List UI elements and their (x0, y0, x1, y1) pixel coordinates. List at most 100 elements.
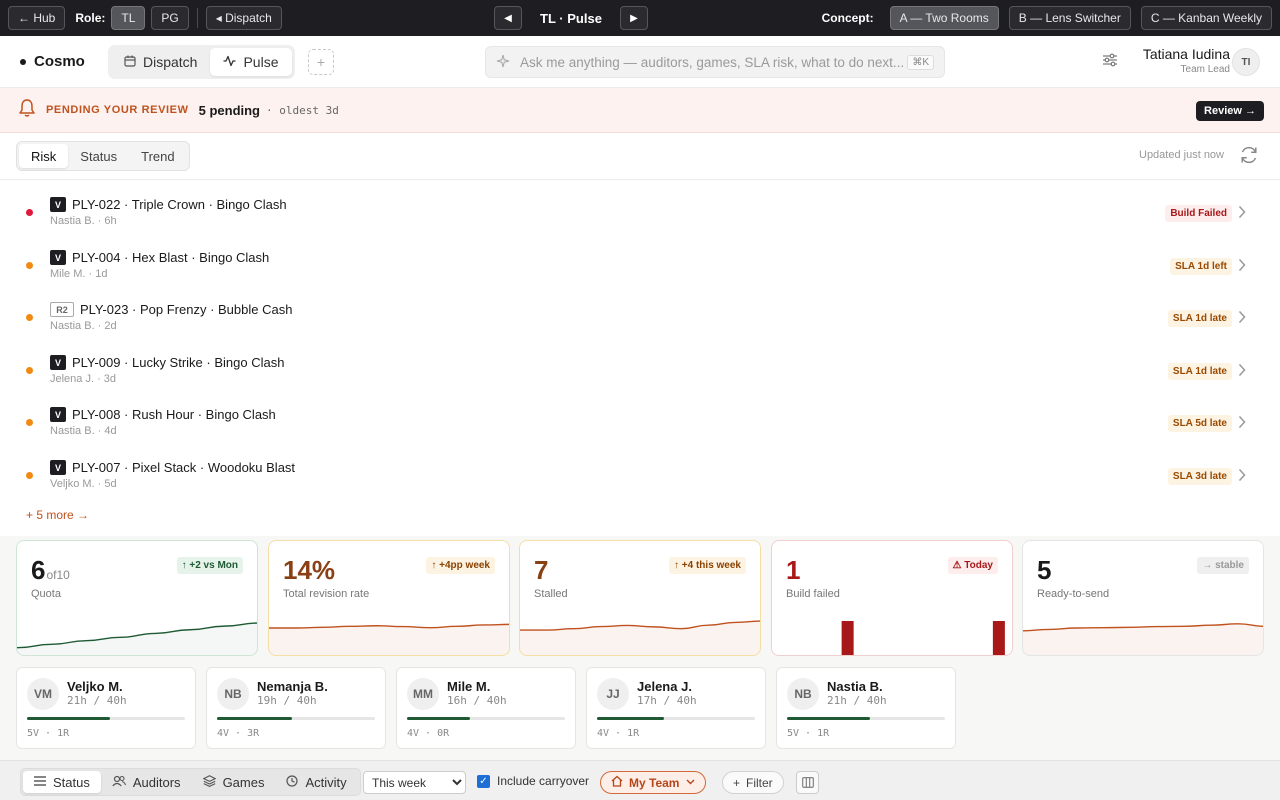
auditor-card[interactable]: NB Nemanja B. 19h / 40h 4V · 3R (206, 667, 386, 749)
concept-a-button[interactable]: A — Two Rooms (889, 6, 999, 30)
auditor-name: Jelena J. (637, 679, 692, 694)
kpi-delta-badge: → stable (1197, 557, 1249, 574)
columns-icon[interactable] (796, 771, 819, 794)
severity-dot-icon (26, 419, 33, 426)
auditor-card[interactable]: JJ Jelena J. 17h / 40h 4V · 1R (586, 667, 766, 749)
dispatch-link-button[interactable]: ◂ Dispatch (205, 6, 282, 30)
auditor-name: Nastia B. (827, 679, 883, 694)
spark-area (17, 623, 257, 655)
risk-row-meta: Veljko M. · 5d (50, 478, 117, 490)
concept-c-button[interactable]: C — Kanban Weekly (1140, 6, 1272, 30)
layers-icon (202, 774, 217, 790)
kpi-card-ready-to-send[interactable]: 5 Ready-to-send → stable (1022, 540, 1264, 656)
brand[interactable]: Cosmo (20, 53, 85, 70)
load-bar (27, 717, 185, 720)
room-tab-pulse[interactable]: Pulse (210, 48, 292, 76)
concept-switcher: Concept: A — Two Rooms B — Lens Switcher… (818, 6, 1272, 30)
risk-row[interactable]: V PLY-022 · Triple Crown · Bingo Clash N… (0, 180, 1280, 232)
team-scope-chip[interactable]: My Team (600, 771, 707, 794)
kpi-label: Ready-to-send (1037, 588, 1110, 600)
kpi-sparkline (17, 622, 257, 655)
refresh-icon[interactable] (1238, 144, 1260, 172)
kpi-card-revision-rate[interactable]: 14% Total revision rate ↑ +4pp week (268, 540, 510, 656)
version-badge: V (50, 355, 66, 370)
next-screen-button[interactable]: ▶ (620, 6, 648, 30)
sliders-icon[interactable] (1102, 53, 1118, 70)
kpi-value: 5 (1037, 555, 1052, 585)
spark-line (1023, 623, 1263, 632)
auditor-card[interactable]: MM Mile M. 16h / 40h 4V · 0R (396, 667, 576, 749)
kpi-value: 14% (283, 555, 336, 585)
user-role: Team Lead (1180, 64, 1230, 75)
auditor-hours: 19h / 40h (257, 694, 317, 707)
kpi-card-quota[interactable]: 6of10 Quota ↑ +2 vs Mon (16, 540, 258, 656)
chevron-down-icon (686, 777, 695, 788)
review-button[interactable]: Review → (1196, 101, 1264, 121)
kpi-card-stalled[interactable]: 7 Stalled ↑ +4 this week (519, 540, 761, 656)
chevron-right-icon[interactable] (1238, 468, 1246, 485)
risk-row[interactable]: R2 PLY-023 · Pop Frenzy · Bubble Cash Na… (0, 285, 1280, 337)
tab-label: Activity (305, 774, 347, 790)
risk-row[interactable]: V PLY-007 · Pixel Stack · Woodoku Blast … (0, 443, 1280, 495)
tab-activity[interactable]: Activity (275, 771, 357, 793)
bottom-tabs: Status Auditors Games Activity (20, 768, 361, 796)
ask-input[interactable]: Ask me anything — auditors, games, SLA r… (485, 46, 945, 78)
risk-row[interactable]: V PLY-008 · Rush Hour · Bingo Clash Nast… (0, 390, 1280, 442)
room-tab-pulse-label: Pulse (243, 54, 279, 70)
risk-row-meta: Jelena J. · 3d (50, 373, 117, 385)
risk-row-title: PLY-004 · Hex Blast · Bingo Clash (72, 250, 270, 265)
concept-topbar: ← Hub Role: TL PG ◂ Dispatch ◀ TL · Puls… (0, 0, 1280, 36)
kpi-sparkline (841, 621, 1005, 655)
tab-trend[interactable]: Trend (141, 148, 175, 164)
role-tl-button[interactable]: TL (111, 6, 146, 30)
auditor-card[interactable]: VM Veljko M. 21h / 40h 5V · 1R (16, 667, 196, 749)
risk-row[interactable]: V PLY-004 · Hex Blast · Bingo Clash Mile… (0, 233, 1280, 285)
chevron-right-icon[interactable] (1238, 258, 1246, 275)
tab-status-bottom[interactable]: Status (23, 771, 101, 793)
tab-label: Auditors (132, 774, 181, 790)
role-pg-button[interactable]: PG (151, 6, 189, 30)
checkbox-checked-icon[interactable]: ✓ (477, 774, 490, 788)
show-more-link[interactable]: + 5 more → (26, 508, 90, 522)
room-tab-dispatch[interactable]: Dispatch (111, 48, 210, 76)
kpi-label: Stalled (534, 588, 568, 600)
tab-risk[interactable]: Risk (19, 144, 69, 168)
ask-shortcut: ⌘K (907, 54, 934, 70)
revision-badge: R2 (50, 302, 74, 317)
status-pill: SLA 5d late (1167, 415, 1232, 432)
auditor-vr-counts: 4V · 0R (407, 728, 450, 739)
chevron-right-icon[interactable] (1238, 363, 1246, 380)
kpi-delta-badge: ↑ +2 vs Mon (176, 557, 243, 574)
role-label: Role: (75, 11, 106, 25)
risk-row[interactable]: V PLY-009 · Lucky Strike · Bingo Clash J… (0, 338, 1280, 390)
week-select[interactable]: This week (363, 771, 466, 794)
kpi-value-suffix: of10 (46, 568, 70, 582)
carryover-toggle[interactable]: ✓ Include carryover (477, 774, 589, 788)
tab-auditors[interactable]: Auditors (101, 771, 192, 793)
avatar: VM (27, 678, 59, 710)
severity-dot-icon (26, 314, 33, 321)
severity-dot-icon (26, 209, 33, 216)
spark-area (1023, 623, 1263, 655)
user-name: Tatiana Iudina (1142, 46, 1230, 62)
concept-b-button[interactable]: B — Lens Switcher (1008, 6, 1131, 30)
tab-status[interactable]: Status (80, 148, 118, 164)
screen-title: TL · Pulse (540, 10, 602, 26)
user-avatar[interactable]: TI (1232, 48, 1260, 76)
auditor-card[interactable]: NB Nastia B. 21h / 40h 5V · 1R (776, 667, 956, 749)
chevron-right-icon[interactable] (1238, 415, 1246, 432)
chevron-right-icon[interactable] (1238, 205, 1246, 222)
severity-dot-icon (26, 472, 33, 479)
kpi-label: Quota (31, 588, 61, 600)
prev-screen-button[interactable]: ◀ (494, 6, 522, 30)
tab-games[interactable]: Games (192, 771, 276, 793)
avatar: MM (407, 678, 439, 710)
chevron-right-icon[interactable] (1238, 310, 1246, 327)
filter-button[interactable]: + Filter (722, 771, 784, 794)
user-info[interactable]: Tatiana Iudina Team Lead (1143, 46, 1230, 75)
risk-row-title: PLY-008 · Rush Hour · Bingo Clash (72, 407, 276, 422)
room-tab-dispatch-label: Dispatch (143, 54, 198, 70)
hub-button[interactable]: ← Hub (8, 6, 66, 30)
kpi-card-build-failed[interactable]: 1 Build failed ⚠ Today (771, 540, 1013, 656)
add-room-button[interactable]: + (308, 49, 334, 75)
